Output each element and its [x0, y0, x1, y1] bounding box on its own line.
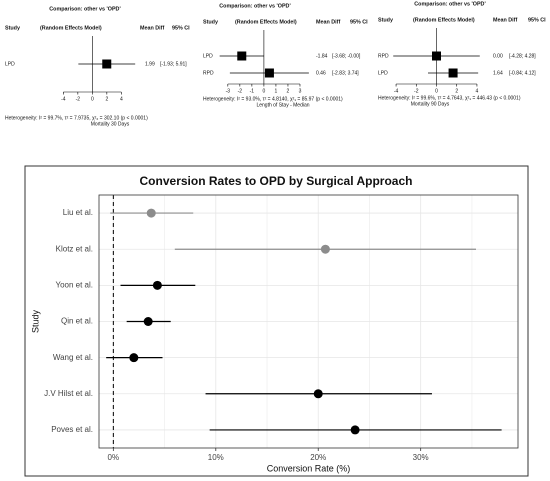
x-axis-label: Conversion Rate (%) [267, 463, 351, 473]
x-tick-label: 30% [413, 453, 429, 462]
study-label: LPD [203, 53, 213, 59]
x-tick-label: 10% [208, 453, 224, 462]
plot-border [98, 194, 519, 449]
y-tick-label: Poves et al. [51, 425, 93, 434]
x-tick-label: 3 [299, 88, 302, 94]
column-header: 95% CI [528, 17, 546, 23]
panel-border [24, 165, 529, 477]
mean-diff: -1.84 [316, 53, 328, 59]
x-tick-label: 20% [310, 453, 326, 462]
x-tick-label: -3 [226, 88, 231, 94]
effect-square [432, 51, 441, 61]
mean-diff: 1.64 [493, 70, 503, 76]
point [320, 244, 330, 254]
y-tick-label: Yoon et al. [55, 280, 93, 289]
x-tick-label: -2 [238, 88, 243, 94]
x-tick-label: -4 [394, 88, 399, 94]
x-tick-label: 2 [105, 96, 108, 102]
effect-square [102, 59, 112, 69]
ci-label: [-1.93; 5.91] [160, 61, 187, 67]
ci-label: [-4.28; 4.28] [509, 53, 536, 59]
point [129, 353, 139, 363]
column-header: 95% CI [172, 25, 190, 31]
heterogeneity: Heterogeneity: I² = 99.7%, τ² = 7.9735, … [5, 115, 148, 121]
x-axis-label: Mortality 90 Days [411, 101, 450, 107]
effect-square [448, 68, 458, 78]
x-tick-label: -2 [76, 96, 81, 102]
plot-title: Comparison: other vs 'OPD' [414, 1, 485, 7]
mean-diff: 0.46 [316, 70, 326, 76]
y-axis-label: Study [30, 309, 40, 333]
plot-title: Comparison: other vs 'OPD' [49, 6, 120, 12]
x-tick-label: 4 [120, 96, 123, 102]
mean-diff: 0.00 [493, 53, 503, 59]
y-tick-label: J.V Hilst et al. [44, 389, 93, 398]
column-header: (Random Effects Model) [40, 25, 102, 31]
study-label: RPD [203, 70, 214, 76]
study-label: RPD [378, 53, 389, 59]
x-tick-label: 4 [476, 88, 479, 94]
mean-diff: 1.99 [145, 61, 155, 67]
heterogeneity: Heterogeneity: I² = 93.0%, τ² = 4.8140, … [203, 96, 343, 102]
plot-title: Comparison: other vs 'OPD' [219, 3, 290, 9]
chart-title: Conversion Rates to OPD by Surgical Appr… [140, 174, 413, 188]
x-tick-label: 0 [263, 88, 266, 94]
effect-square [264, 68, 274, 78]
point [152, 280, 162, 290]
column-header: (Random Effects Model) [235, 19, 297, 25]
x-tick-label: 2 [455, 88, 458, 94]
point [143, 317, 153, 326]
y-tick-label: Klotz et al. [56, 244, 93, 253]
column-header: 95% CI [350, 19, 368, 25]
x-tick-label: -4 [61, 96, 66, 102]
study-label: LPD [5, 61, 15, 67]
heterogeneity: Heterogeneity: I² = 99.6%, τ² = 4.7643, … [378, 95, 521, 101]
x-tick-label: 1 [275, 88, 278, 94]
ci-label: [-0.84; 4.12] [509, 70, 536, 76]
point [350, 425, 360, 435]
study-label: LPD [378, 70, 388, 76]
y-tick-label: Wang et al. [53, 353, 93, 362]
column-header: Study [5, 25, 20, 31]
y-tick-label: Qin et al. [61, 317, 93, 326]
point [313, 389, 323, 399]
y-tick-label: Liu et al. [63, 208, 93, 217]
x-tick-label: 2 [287, 88, 290, 94]
x-tick-label: -1 [250, 88, 255, 94]
ci-label: [-3.68; -0.00] [332, 53, 361, 59]
x-tick-label: 0 [435, 88, 438, 94]
point [146, 208, 156, 218]
column-header: Study [378, 17, 393, 23]
effect-square [237, 51, 247, 61]
x-axis-label: Mortality 30 Days [91, 121, 130, 127]
x-axis-label: Length of Stay - Median [256, 102, 309, 108]
column-header: (Random Effects Model) [413, 17, 475, 23]
column-header: Mean Diff [316, 19, 340, 25]
x-tick-label: -2 [414, 88, 419, 94]
ci-label: [-2.83; 3.74] [332, 70, 359, 76]
column-header: Mean Diff [493, 17, 517, 23]
column-header: Study [203, 19, 218, 25]
x-tick-label: 0 [91, 96, 94, 102]
x-tick-label: 0% [108, 453, 120, 462]
column-header: Mean Diff [140, 25, 164, 31]
